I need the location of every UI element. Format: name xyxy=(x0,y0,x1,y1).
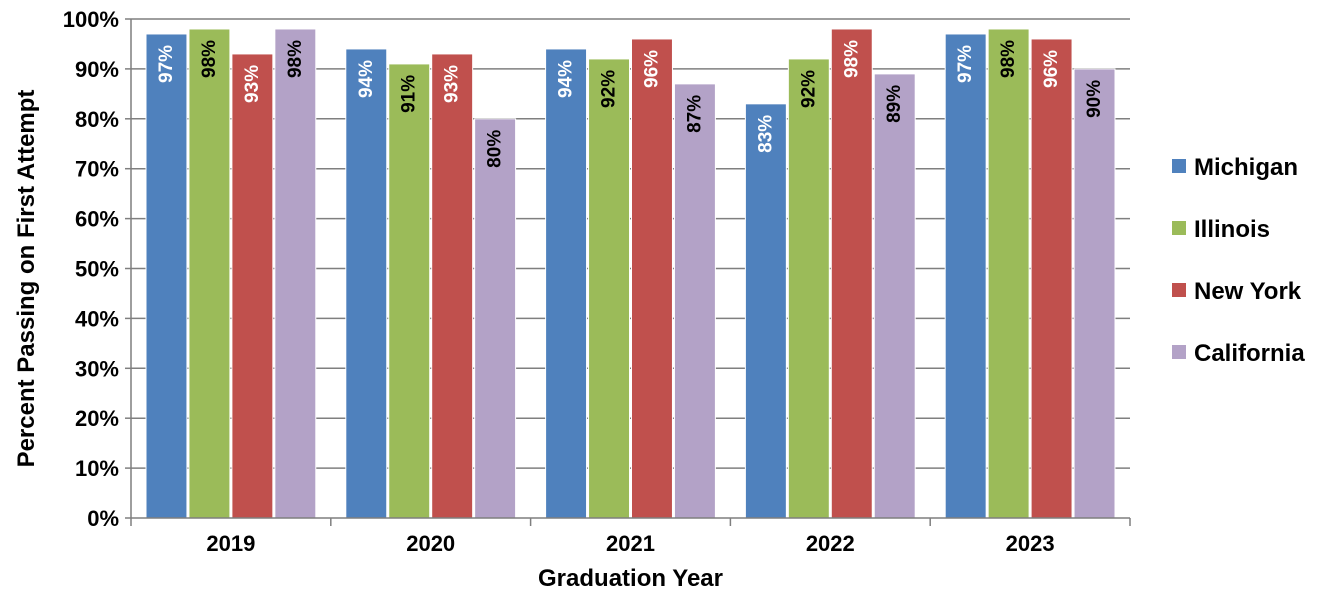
data-label: 94% xyxy=(356,60,377,98)
data-label: 90% xyxy=(1084,80,1105,118)
data-label: 92% xyxy=(798,70,819,108)
bar-new-york xyxy=(231,53,274,519)
y-tick-label: 0% xyxy=(87,506,119,531)
x-tick-label: 2021 xyxy=(606,531,655,556)
legend-swatch-new-york xyxy=(1172,283,1186,297)
bar-california xyxy=(274,28,317,519)
bar-california xyxy=(1073,68,1116,519)
data-label: 87% xyxy=(684,95,705,133)
x-tick-label: 2020 xyxy=(406,531,455,556)
y-tick-label: 20% xyxy=(75,406,119,431)
legend-label: California xyxy=(1194,340,1305,367)
data-label: 80% xyxy=(485,130,506,168)
data-label: 97% xyxy=(955,45,976,83)
y-tick-label: 60% xyxy=(75,207,119,232)
legend: Michigan Illinois New York California xyxy=(1172,154,1305,367)
data-label: 98% xyxy=(841,40,862,78)
legend-label: Illinois xyxy=(1194,216,1270,243)
bar-new-york xyxy=(1030,38,1073,519)
bar-illinois xyxy=(388,63,431,519)
bar-illinois xyxy=(588,58,630,519)
data-label: 98% xyxy=(285,40,306,78)
bar-new-york xyxy=(830,28,873,519)
data-label: 93% xyxy=(442,65,463,103)
data-label: 93% xyxy=(242,65,263,103)
legend-label: New York xyxy=(1194,278,1302,305)
bar-california xyxy=(474,118,517,519)
y-tick-label: 10% xyxy=(75,456,119,481)
data-label: 98% xyxy=(199,40,220,78)
bars xyxy=(145,28,1116,519)
data-label: 91% xyxy=(399,75,420,113)
x-tick-label: 2022 xyxy=(806,531,855,556)
bar-michigan xyxy=(145,33,188,519)
data-label: 89% xyxy=(884,85,905,123)
legend-swatch-michigan xyxy=(1172,159,1186,173)
bar-michigan xyxy=(944,33,987,519)
bar-california xyxy=(673,83,716,519)
bar-michigan xyxy=(545,48,588,519)
data-labels: 97% 98% 93% 98% 94% 91% 93% 80% 94% 92% 96% 87% 83% 9… xyxy=(156,40,1105,168)
x-tick-label: 2023 xyxy=(1006,531,1055,556)
y-tick-label: 40% xyxy=(75,306,119,331)
data-label: 96% xyxy=(641,50,662,88)
y-tick-labels: 0% 10% 20% 30% 40% 50% 60% 70% 80% 90% 100% xyxy=(63,7,119,531)
data-label: 97% xyxy=(156,45,177,83)
axes xyxy=(125,18,1131,526)
data-label: 92% xyxy=(599,70,620,108)
x-tick-label: 2019 xyxy=(206,531,255,556)
legend-label: Michigan xyxy=(1194,154,1298,181)
bar-michigan xyxy=(345,48,388,519)
bar-new-york xyxy=(631,38,673,519)
y-tick-label: 80% xyxy=(75,107,119,132)
legend-swatch-illinois xyxy=(1172,221,1186,235)
y-axis-title: Percent Passing on First Attempt xyxy=(13,90,40,468)
y-tick-label: 90% xyxy=(75,57,119,82)
bar-illinois xyxy=(787,58,830,519)
bar-california xyxy=(873,73,916,519)
y-tick-label: 100% xyxy=(63,7,119,32)
data-label: 98% xyxy=(998,40,1019,78)
x-tick-labels: 2019 2020 2021 2022 2023 xyxy=(206,531,1054,556)
legend-swatch-california xyxy=(1172,345,1186,359)
x-axis-title: Graduation Year xyxy=(538,565,723,592)
y-tick-label: 30% xyxy=(75,356,119,381)
bar-michigan xyxy=(744,103,787,519)
data-label: 83% xyxy=(755,115,776,153)
data-label: 94% xyxy=(556,60,577,98)
data-label: 96% xyxy=(1041,50,1062,88)
y-tick-label: 70% xyxy=(75,157,119,182)
bar-illinois xyxy=(188,28,231,519)
y-tick-label: 50% xyxy=(75,257,119,282)
bar-new-york xyxy=(431,53,474,519)
bar-illinois xyxy=(987,28,1030,519)
